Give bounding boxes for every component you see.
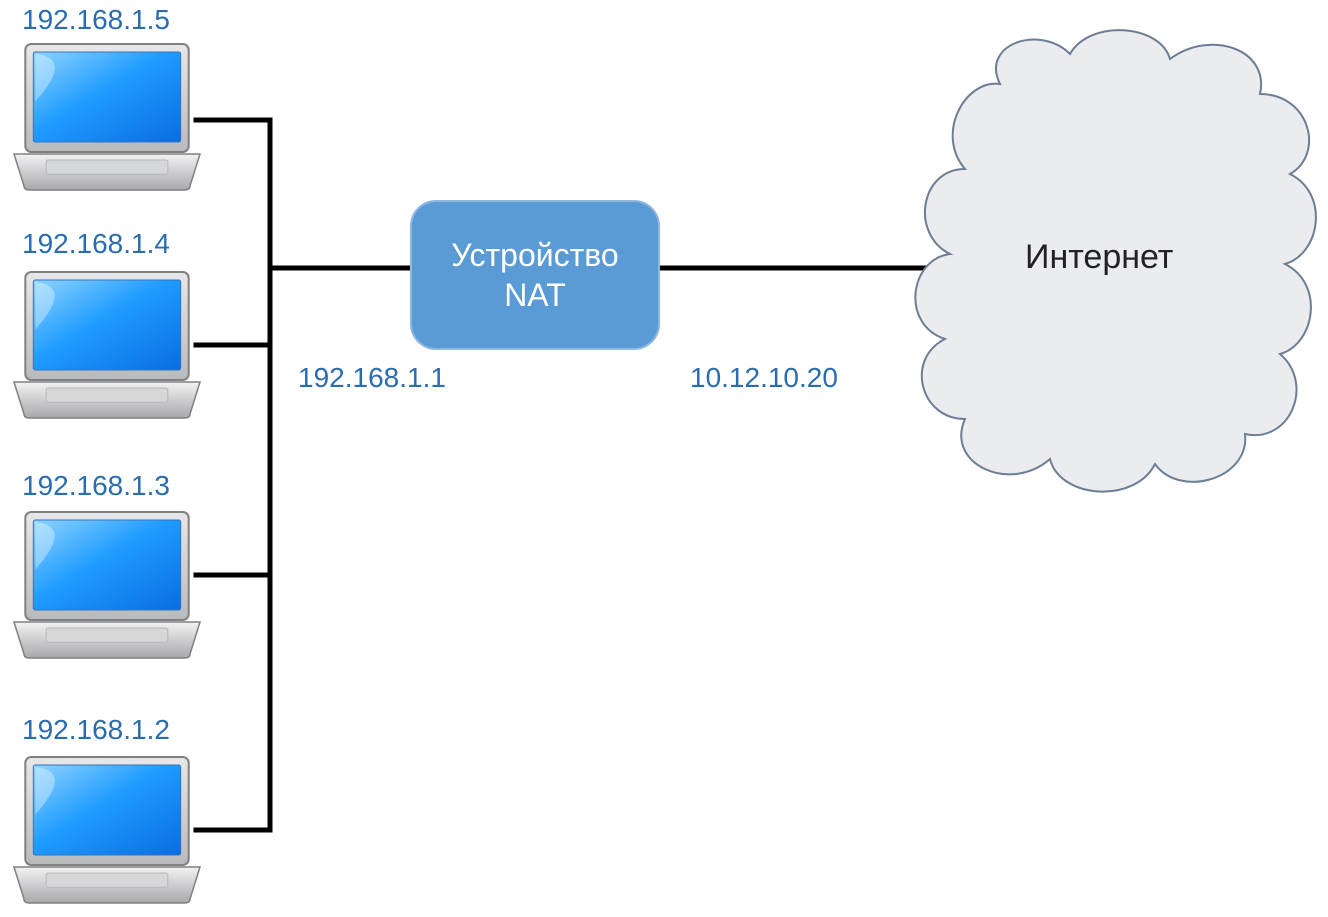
nat-internal-ip: 192.168.1.1 [298,362,446,394]
laptop-icon [12,270,202,420]
nat-label-line2: NAT [504,275,566,315]
cloud-label: Интернет [1025,238,1173,277]
laptop-ip-label: 192.168.1.4 [22,228,170,260]
laptop-ip-label: 192.168.1.3 [22,470,170,502]
laptop-ip-label: 192.168.1.5 [22,4,170,36]
nat-device: Устройство NAT [410,200,660,350]
laptop-icon [12,755,202,905]
laptop-ip-label: 192.168.1.2 [22,714,170,746]
nat-label-line1: Устройство [451,235,618,275]
laptop-icon [12,42,202,192]
nat-external-ip: 10.12.10.20 [690,362,838,394]
laptop-icon [12,510,202,660]
